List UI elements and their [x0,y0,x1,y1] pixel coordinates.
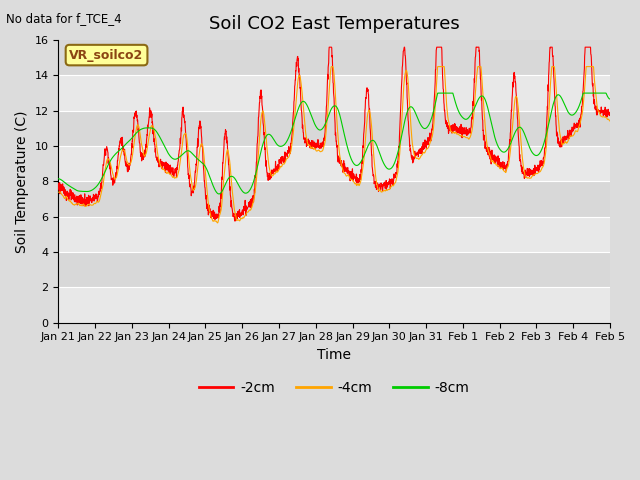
Bar [58,252,610,288]
Bar [58,111,610,146]
Bar [58,40,610,75]
Legend: -2cm, -4cm, -8cm: -2cm, -4cm, -8cm [193,375,476,400]
Bar [58,146,610,181]
Y-axis label: Soil Temperature (C): Soil Temperature (C) [15,110,29,252]
Text: VR_soilco2: VR_soilco2 [69,48,144,61]
Bar [58,75,610,111]
Title: Soil CO2 East Temperatures: Soil CO2 East Temperatures [209,15,460,33]
Text: No data for f_TCE_4: No data for f_TCE_4 [6,12,122,25]
Bar [58,288,610,323]
Bar [58,181,610,216]
Bar [58,216,610,252]
X-axis label: Time: Time [317,348,351,362]
